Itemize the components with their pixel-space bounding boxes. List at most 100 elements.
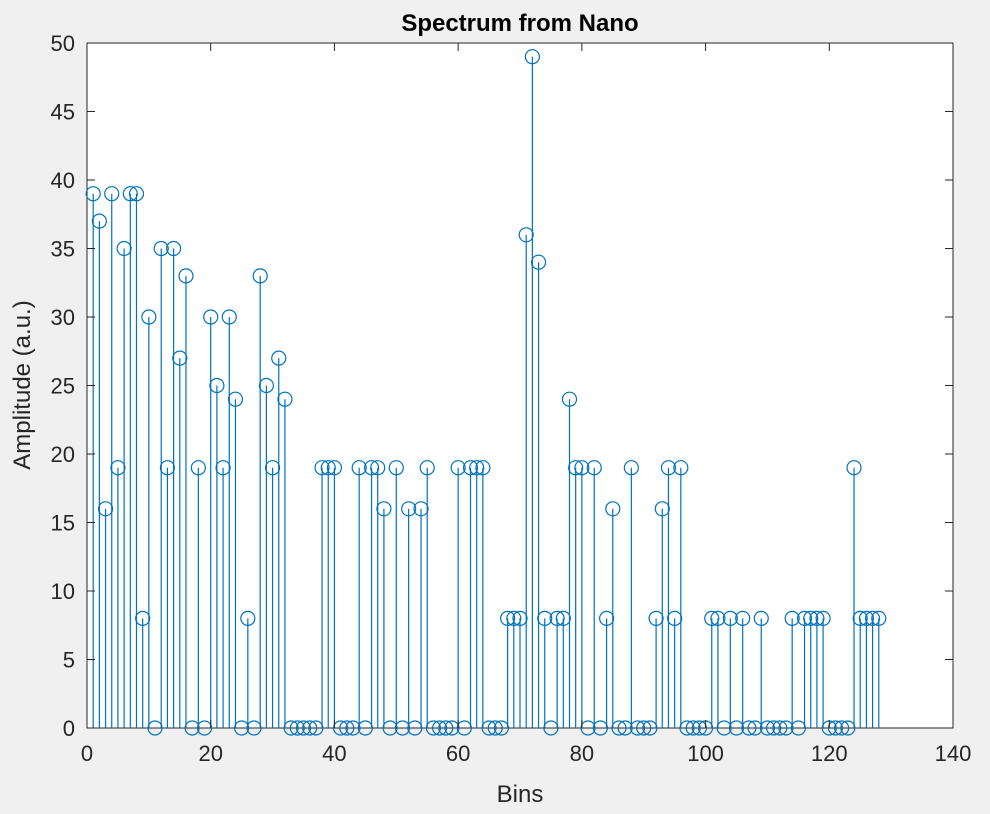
stem-marker [110,460,126,476]
stem-marker [654,501,670,517]
stem-marker [141,309,157,325]
stem-marker [543,720,559,736]
stem-marker [221,309,237,325]
stem-marker [592,720,609,736]
x-tick-label: 20 [198,741,222,766]
stem-marker [500,610,516,627]
y-tick-label: 50 [51,31,75,56]
y-tick-label: 40 [51,168,75,193]
stem-marker [846,460,862,476]
stem-marker [667,610,683,627]
x-tick-label: 0 [81,741,93,766]
stem-marker [289,720,305,736]
stem-marker [506,610,522,627]
stem-marker [617,720,633,736]
stem-marker [673,460,689,476]
axis-ticks [86,42,954,729]
stem-marker [184,720,200,736]
stem-marker [277,391,293,407]
stem-marker [469,460,485,476]
stem-marker [753,610,769,627]
stem-marker [166,240,182,257]
stem-marker [227,391,244,407]
y-tick-label: 30 [51,305,75,330]
stem-marker [215,460,231,476]
stem-marker [871,610,887,627]
stem-marker [858,610,875,627]
stem-marker [456,720,472,736]
stem-marker [481,720,497,736]
x-tick-label: 80 [570,741,594,766]
stem-marker [450,460,466,476]
stem-marker [747,720,763,736]
stem-marker [598,610,615,627]
stem-marker [363,460,380,476]
stem-marker [827,720,844,736]
stem-marker [574,460,590,476]
stem-marker [116,240,132,257]
stem-marker [172,350,188,366]
stem-marker [722,610,738,627]
stem-marker [778,720,794,736]
stem-marker [648,610,664,627]
stem-marker [407,720,423,736]
stem-marker [295,720,312,736]
stem-marker [642,720,658,736]
stem-marker [264,460,281,476]
stem-marker [258,377,274,394]
stem-marker [741,720,757,736]
stem-marker [679,720,695,736]
stem-marker [766,720,782,736]
stem-marker [462,460,479,476]
stem-marker [704,610,720,627]
stem-marker [629,720,646,736]
stem-marker [728,720,745,736]
stem-marker [85,186,101,202]
stem-marker [487,720,503,736]
y-tick-label: 35 [51,237,75,262]
stem-marker [370,460,386,476]
stem-marker [809,610,825,627]
stem-marker [580,720,596,736]
stem-marker [864,610,881,627]
x-tick-label: 120 [811,741,848,766]
stem-marker [252,268,268,284]
y-tick-label: 25 [51,374,75,399]
x-tick-label: 100 [687,741,724,766]
stem-marker [209,377,225,394]
stem-series [85,49,887,736]
y-tick-label: 15 [51,511,75,536]
chart-title: Spectrum from Nano [401,10,638,37]
stem-marker [772,720,788,736]
stem-marker [190,460,206,476]
stem-marker [178,268,194,284]
stem-marker [203,309,219,325]
stem-marker [660,460,677,476]
x-tick-label: 60 [446,741,470,766]
y-axis-label: Amplitude (a.u.) [9,300,36,469]
stem-marker [153,240,169,257]
stem-marker [196,720,213,736]
stem-marker [840,720,856,736]
stem-marker [122,186,138,202]
stem-marker [394,720,411,736]
stem-marker [561,391,578,407]
stem-marker [382,720,398,736]
stem-marker [784,610,800,627]
stem-marker [710,610,726,627]
stem-marker [234,720,250,736]
stem-marker [815,610,831,627]
stem-marker [636,720,652,736]
stem-marker [308,720,324,736]
stem-marker [735,610,751,627]
stem-marker [834,720,850,736]
stem-marker [128,186,145,202]
stem-marker [345,720,361,736]
stem-marker [568,460,584,476]
stem-marker [796,610,813,627]
stem-marker [475,460,491,476]
stem-marker [716,720,732,736]
stem-marker [302,720,318,736]
x-tick-label: 140 [935,741,972,766]
stem-marker [159,460,176,476]
